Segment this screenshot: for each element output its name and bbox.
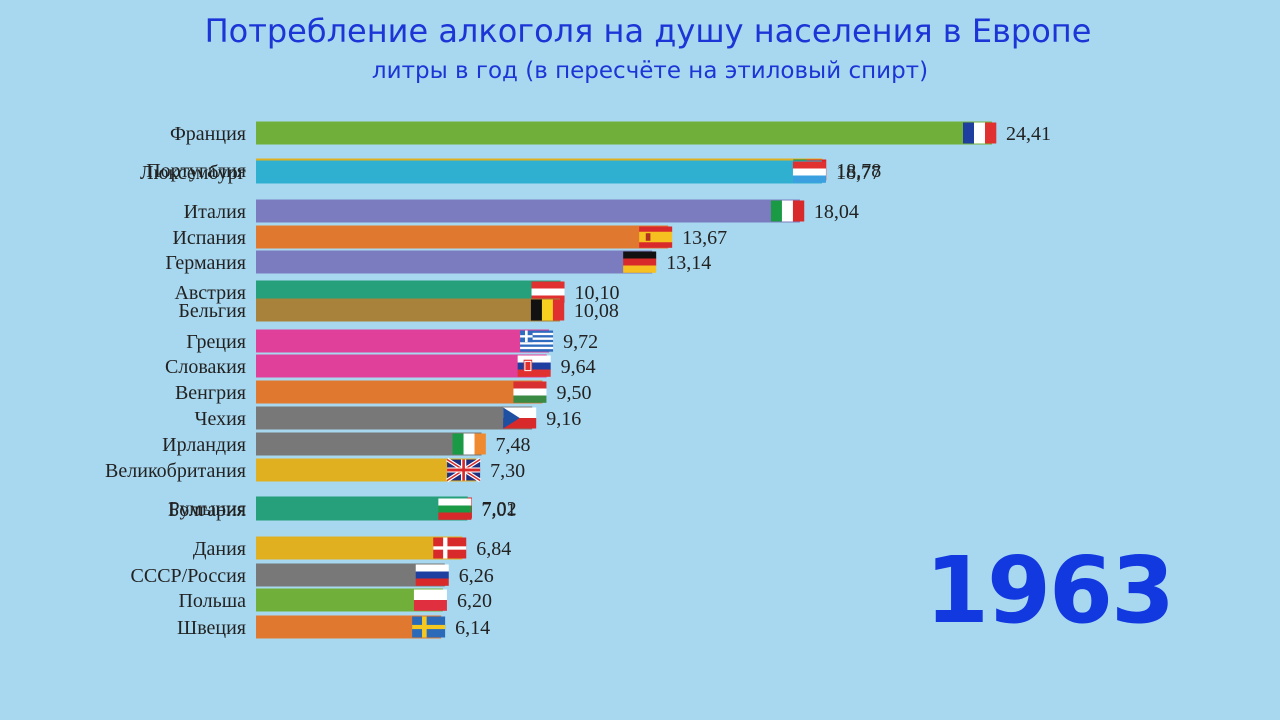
poland-flag-icon <box>413 589 447 611</box>
bar-group: Великобритания 7,30 <box>105 457 525 483</box>
bar-group: Испания 13,67 <box>172 225 727 249</box>
value-label: 10,10 <box>575 282 620 304</box>
russia-flag-icon <box>415 564 449 586</box>
category-label: Португалия <box>146 160 246 182</box>
bar-group: Словакия 9,64 <box>165 354 596 378</box>
hungary-flag-icon <box>513 381 547 403</box>
value-label: 18,04 <box>814 201 859 223</box>
value-label: 24,41 <box>1006 123 1051 145</box>
spain-flag-icon <box>639 226 673 248</box>
bar-group: Греция 9,72 <box>186 329 598 353</box>
category-label: СССР/Россия <box>131 565 246 587</box>
category-label: Великобритания <box>105 460 246 482</box>
category-label: Польша <box>178 590 246 612</box>
category-label: Люксембург <box>140 162 246 184</box>
category-label: Греция <box>186 331 246 353</box>
value-label: 6,26 <box>459 565 494 587</box>
belgium-flag-icon <box>530 299 565 321</box>
bulgaria-flag-icon <box>438 498 472 520</box>
bar <box>256 280 561 304</box>
uk-flag-icon <box>446 457 482 483</box>
bar-group: Венгрия 9,50 <box>175 380 591 404</box>
bar-group: Бельгия 10,08 <box>178 298 619 322</box>
bar-group: Италия 18,04 <box>184 199 859 223</box>
value-label: 9,72 <box>563 331 598 353</box>
value-label: 7,02 <box>482 498 517 520</box>
value-label: 9,16 <box>546 408 581 430</box>
category-label: Дания <box>193 538 246 560</box>
greece-flag-icon <box>520 330 554 352</box>
value-label: 18,78 <box>836 160 881 182</box>
category-label: Чехия <box>194 408 246 430</box>
bar <box>256 497 468 521</box>
bar-group: Швеция 6,14 <box>177 615 490 639</box>
category-label: Италия <box>184 201 246 223</box>
value-label: 10,08 <box>574 300 619 322</box>
sweden-flag-icon <box>412 616 446 638</box>
category-label: Австрия <box>174 282 246 304</box>
bar-group: Германия 13,14 <box>165 250 711 274</box>
luxembourg-flag-icon <box>792 161 826 183</box>
bar-group: Дания 6,84 <box>193 536 511 560</box>
category-label: Венгрия <box>175 382 246 404</box>
bar <box>256 329 550 353</box>
bar <box>256 536 463 560</box>
bar <box>256 121 992 145</box>
bar <box>256 298 560 322</box>
bar-group: Болгария 7,01 <box>168 497 516 521</box>
value-label: 7,30 <box>490 460 525 482</box>
category-label: Франция <box>170 123 246 145</box>
bar <box>256 563 445 587</box>
chart-subtitle: литры в год (в пересчёте на этиловый спи… <box>371 58 929 84</box>
category-label: Бельгия <box>178 300 246 322</box>
chart-title: Потребление алкоголя на душу населения в… <box>204 12 1092 50</box>
bar-group: Чехия 9,16 <box>194 406 581 430</box>
value-label: 6,84 <box>476 538 511 560</box>
bar <box>256 250 653 274</box>
bar <box>256 225 669 249</box>
slovakia-flag-icon <box>517 355 551 377</box>
bar-group: Австрия 10,10 <box>174 280 620 304</box>
bar-group: Франция 24,41 <box>170 121 1051 145</box>
ireland-flag-icon <box>452 433 486 455</box>
bar <box>256 406 533 430</box>
category-label: Германия <box>165 252 246 274</box>
france-flag-icon <box>963 122 997 144</box>
value-label: 6,20 <box>457 590 492 612</box>
category-label: Ирландия <box>162 434 246 456</box>
germany-flag-icon <box>623 251 657 273</box>
bar-group: Люксембург 18,77 <box>140 160 881 184</box>
value-label: 9,64 <box>561 356 596 378</box>
bar <box>256 615 442 639</box>
value-label: 7,48 <box>496 434 531 456</box>
value-label: 9,50 <box>556 382 591 404</box>
bar <box>256 160 822 184</box>
denmark-flag-icon <box>433 537 467 559</box>
bar <box>256 588 443 612</box>
year-label: 1963 <box>925 537 1175 644</box>
value-label: 6,14 <box>455 617 490 639</box>
bar-group: Ирландия 7,48 <box>162 432 531 456</box>
bar <box>256 458 477 482</box>
value-label: 18,77 <box>836 162 881 184</box>
bar-group: СССР/Россия 6,26 <box>131 563 494 587</box>
bar <box>256 354 547 378</box>
value-label: 7,01 <box>481 499 516 521</box>
category-label: Румыния <box>168 498 246 520</box>
category-label: Словакия <box>165 356 246 378</box>
czechia-flag-icon <box>503 407 537 429</box>
italy-flag-icon <box>770 200 805 222</box>
bar <box>256 199 800 223</box>
category-label: Болгария <box>168 499 246 521</box>
category-label: Швеция <box>177 617 246 639</box>
bar <box>256 432 482 456</box>
category-label: Испания <box>172 227 246 249</box>
value-label: 13,14 <box>666 252 711 274</box>
bar-group: Польша 6,20 <box>178 588 492 612</box>
bar <box>256 380 543 404</box>
value-label: 13,67 <box>682 227 727 249</box>
